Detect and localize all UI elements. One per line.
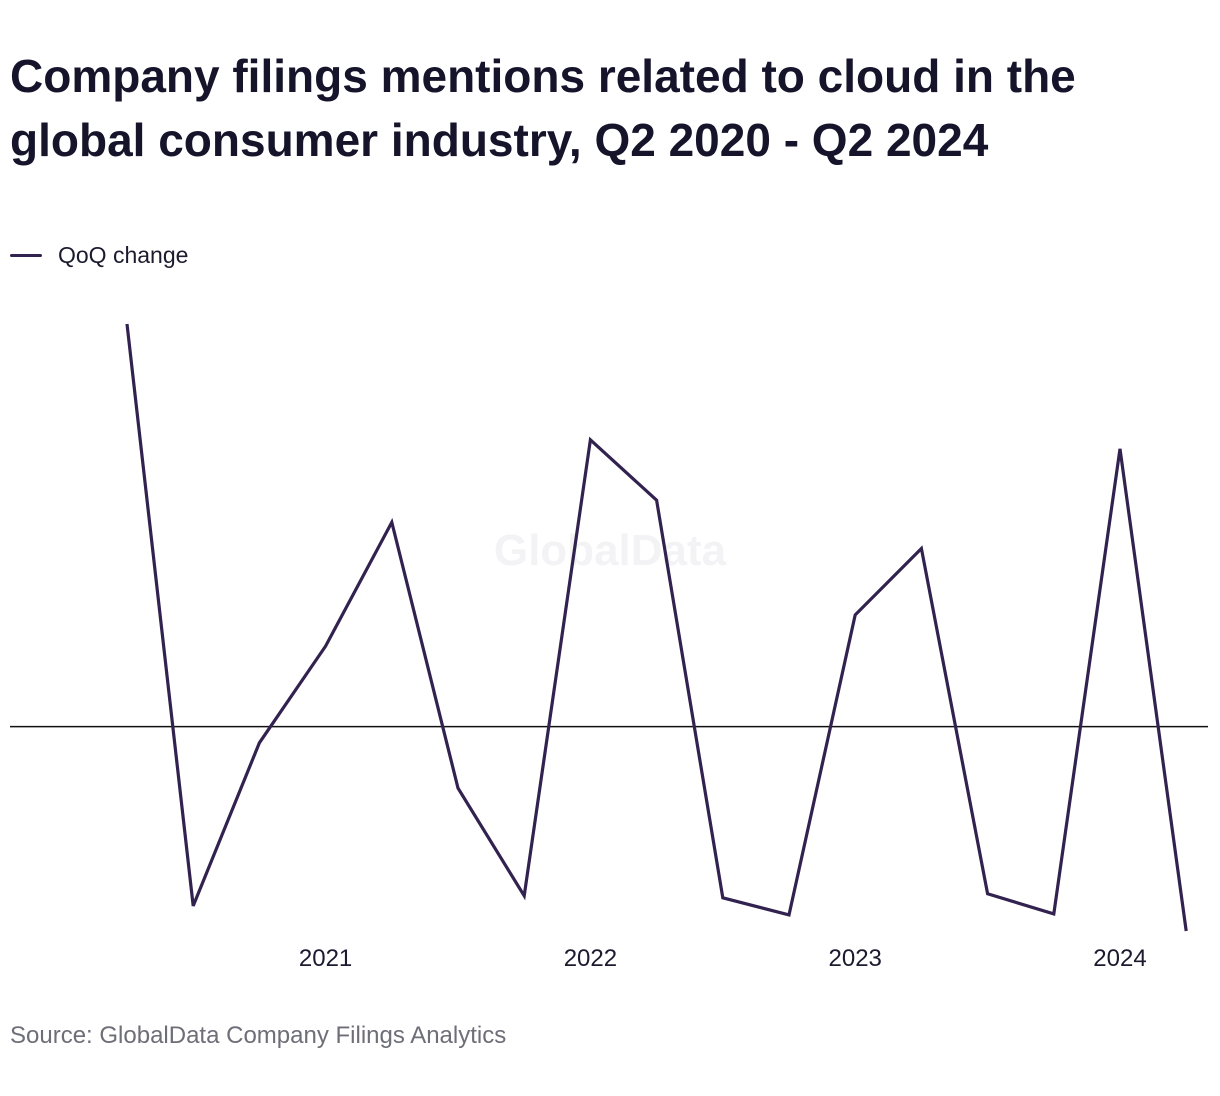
x-tick-label: 2022 [564, 945, 617, 972]
chart-title: Company filings mentions related to clou… [10, 50, 1076, 166]
data-point[interactable] [785, 911, 793, 919]
data-point[interactable] [388, 518, 396, 526]
x-tick-label: 2024 [1093, 945, 1146, 972]
data-point[interactable] [322, 642, 330, 650]
data-point[interactable] [917, 544, 925, 552]
data-point[interactable] [1050, 910, 1058, 918]
series-line-qoq-change [125, 323, 1188, 932]
watermark: GlobalData [494, 526, 727, 575]
data-point[interactable] [454, 784, 462, 792]
data-point[interactable] [984, 890, 992, 898]
data-point[interactable] [520, 892, 528, 900]
data-point[interactable] [1182, 927, 1190, 935]
plot-area [10, 320, 1208, 935]
line-chart: GlobalData 2021 2022 2023 2024 [10, 320, 1208, 972]
data-point[interactable] [255, 739, 263, 747]
legend-swatch [10, 254, 42, 257]
data-point[interactable] [719, 894, 727, 902]
x-tick-label: 2021 [299, 945, 352, 972]
legend: QoQ change [10, 242, 188, 269]
data-point[interactable] [653, 496, 661, 504]
source-note: Source: GlobalData Company Filings Analy… [10, 1022, 507, 1049]
data-point[interactable] [586, 436, 594, 444]
data-point[interactable] [123, 320, 131, 328]
x-axis: 2021 2022 2023 2024 [299, 945, 1147, 972]
data-point[interactable] [189, 902, 197, 910]
data-point[interactable] [851, 611, 859, 619]
x-tick-label: 2023 [829, 945, 882, 972]
data-point[interactable] [1116, 445, 1124, 453]
legend-label: QoQ change [58, 242, 189, 268]
